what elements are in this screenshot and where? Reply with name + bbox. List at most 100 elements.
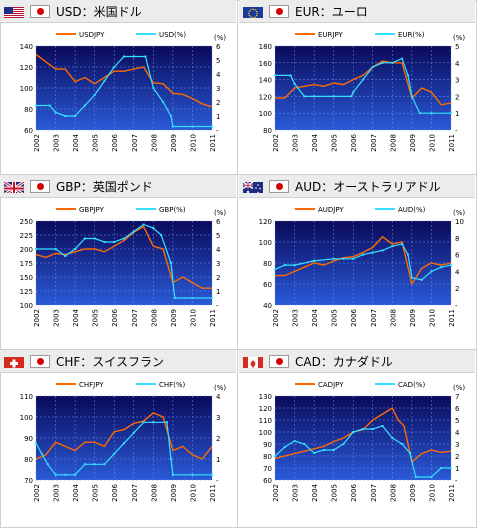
jp-flag-icon — [269, 355, 289, 368]
x-tick-label: 2009 — [409, 309, 417, 327]
legend-label: CADJPY — [318, 381, 344, 389]
plot-area — [275, 46, 451, 130]
x-tick-label: 2007 — [131, 309, 139, 327]
ca-flag-icon — [243, 355, 263, 368]
y-left-tick-label: 175 — [20, 260, 33, 268]
series-point — [191, 297, 194, 299]
y-right-tick-label: 1 — [216, 288, 220, 296]
x-tick-label: 2005 — [92, 309, 100, 327]
y-left-tick-label: 120 — [259, 405, 272, 413]
series-point — [406, 253, 409, 256]
series-point — [54, 248, 57, 250]
legend-label: AUDJPY — [318, 206, 344, 214]
x-tick-label: 2008 — [389, 134, 397, 152]
us-flag-icon — [4, 5, 24, 18]
series-point — [103, 463, 106, 466]
series-point — [152, 227, 155, 229]
series-point — [350, 95, 353, 98]
series-point — [381, 425, 384, 427]
x-tick-label: 2009 — [170, 484, 178, 502]
y-right-tick-label: 3 — [216, 414, 220, 422]
y-right-tick-label: 4 — [455, 429, 460, 437]
series-point — [410, 276, 413, 279]
series-point — [93, 463, 96, 466]
x-tick-label: 2006 — [111, 133, 119, 151]
panel-title: GBP：英国ポンド — [56, 180, 153, 194]
y-right-tick-label: 2 — [455, 453, 459, 461]
y-right-tick-label: 1 — [216, 456, 220, 464]
series-point — [113, 241, 116, 243]
series-point — [211, 473, 213, 476]
y-right-tick-label: 2 — [455, 93, 459, 101]
series-point — [35, 104, 37, 107]
panel-title: CHF：スイスフラン — [56, 355, 164, 369]
panel-title-bar: GBP：英国ポンド — [0, 175, 236, 198]
y-left-tick-label: 100 — [259, 239, 272, 247]
x-tick-label: 2002 — [272, 134, 280, 152]
series-point — [83, 104, 86, 107]
ch-flag-icon — [4, 355, 24, 368]
y-left-tick-label: 250 — [20, 218, 33, 226]
jp-flag-icon — [269, 180, 289, 193]
series-point — [171, 125, 174, 128]
y-right-tick-label: 4 — [216, 246, 221, 254]
panel-title-bar: CHF：スイスフラン — [0, 350, 236, 373]
series-point — [401, 443, 404, 445]
series-point — [191, 125, 194, 128]
series-point — [74, 115, 77, 117]
series-point — [342, 257, 345, 260]
y-left-tick-label: 40 — [263, 302, 272, 310]
series-point — [274, 268, 276, 271]
y-left-tick-label: 80 — [263, 260, 272, 268]
series-point — [74, 248, 77, 250]
plot-area — [275, 396, 451, 480]
chart-panel-chf: CHF：スイスフラン 70 80 90 100 110 - 1 2 3 4 (%) 2002 2003 20… — [0, 350, 236, 522]
y-left-tick-label: 60 — [24, 127, 33, 135]
y-left-tick-label: 140 — [259, 77, 272, 85]
x-tick-label: 2005 — [331, 134, 339, 152]
series-point — [74, 473, 77, 476]
x-tick-label: 2003 — [292, 484, 300, 502]
series-point — [103, 80, 106, 82]
y-left-tick-label: 80 — [263, 453, 272, 461]
series-point — [352, 257, 355, 260]
x-tick-label: 2006 — [350, 133, 358, 151]
x-tick-label: 2008 — [389, 309, 397, 327]
y-right-unit-label: (%) — [214, 34, 226, 42]
series-point — [313, 259, 316, 262]
legend-label: USD(%) — [159, 31, 186, 39]
x-tick-label: 2004 — [311, 483, 319, 501]
series-point — [450, 467, 452, 469]
legend-label: EURJPY — [318, 31, 344, 39]
chart-svg: 40 60 80 100 120 - 2 4 6 8 10(%) 2002 2003 2004 2005 20… — [259, 206, 466, 327]
series-point — [166, 421, 169, 424]
series-point — [54, 473, 57, 476]
x-tick-label: 2010 — [428, 484, 436, 502]
chart-panel-eur: EUR：ユーロ 80 100 120 140 160 180 - 1 2 3 4 5 (%) 2002 200… — [239, 0, 475, 172]
series-point — [35, 248, 37, 250]
y-left-tick-label: 60 — [263, 477, 272, 485]
series-point — [283, 446, 286, 448]
panel-title: CAD：カナダドル — [295, 355, 393, 369]
series-point — [123, 237, 125, 240]
x-tick-label: 2005 — [331, 309, 339, 327]
jp-flag-icon — [30, 180, 50, 193]
series-point — [391, 245, 394, 248]
y-left-tick-label: 120 — [259, 218, 272, 226]
x-tick-label: 2011 — [209, 134, 217, 152]
chart-svg: 70 80 90 100 110 - 1 2 3 4(%) 2002 2003 2004 2005 2006… — [20, 381, 227, 502]
y-right-tick-label: - — [216, 302, 219, 310]
y-left-tick-label: 160 — [259, 60, 272, 68]
x-tick-label: 2002 — [272, 484, 280, 502]
legend-label: CAD(%) — [398, 381, 425, 389]
y-right-tick-label: 8 — [455, 235, 459, 243]
series-point — [322, 449, 325, 451]
legend-label: EUR(%) — [398, 31, 425, 39]
series-line-cadjpy — [274, 406, 452, 464]
series-point — [144, 55, 147, 58]
x-tick-label: 2011 — [448, 484, 456, 502]
x-tick-label: 2004 — [72, 483, 80, 501]
x-tick-label: 2005 — [92, 484, 100, 502]
y-right-unit-label: (%) — [453, 34, 465, 42]
series-point — [313, 452, 316, 454]
